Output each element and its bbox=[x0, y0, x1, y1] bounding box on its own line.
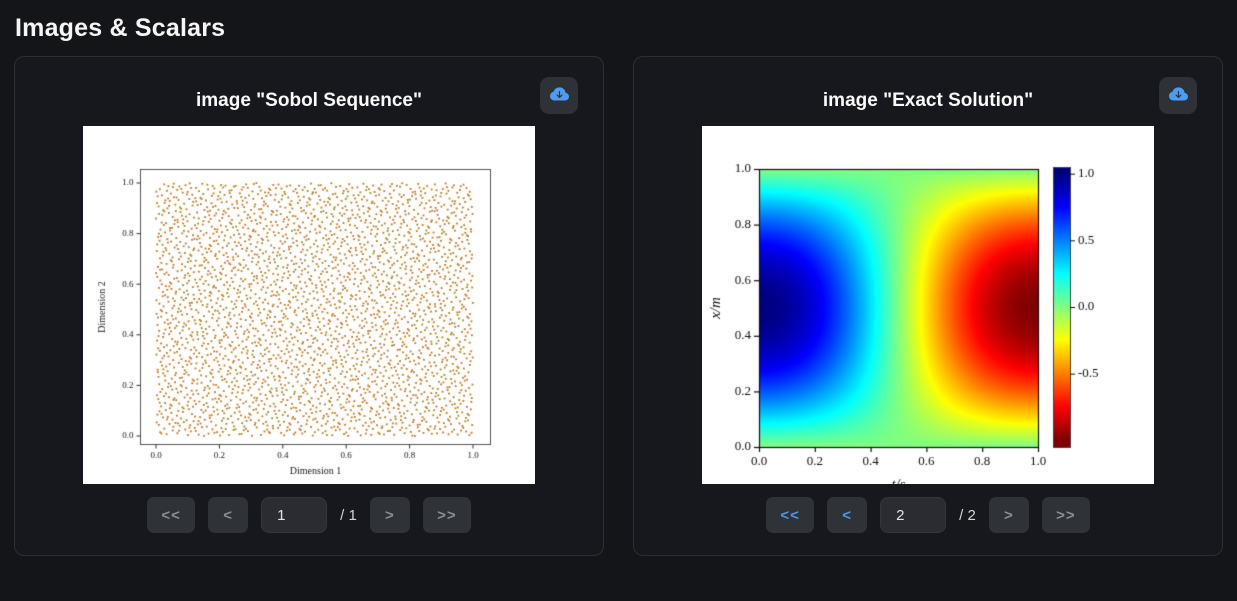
card-title: image "Sobol Sequence" bbox=[195, 90, 422, 111]
exact-solution-heatmap-canvas bbox=[702, 126, 1154, 484]
last-page-button[interactable]: >> bbox=[422, 497, 471, 533]
card-title: image "Exact Solution" bbox=[822, 90, 1034, 111]
download-button[interactable] bbox=[540, 77, 578, 114]
first-page-button[interactable]: << bbox=[766, 497, 815, 533]
plot-image-exact-solution bbox=[702, 126, 1154, 484]
page-total-label: / 1 bbox=[340, 506, 357, 524]
prev-page-button[interactable]: < bbox=[827, 497, 868, 533]
download-button[interactable] bbox=[1159, 77, 1197, 114]
next-page-button[interactable]: > bbox=[988, 497, 1029, 533]
page-number-input[interactable] bbox=[880, 497, 947, 533]
card-exact-solution: image "Exact Solution" << < / 2 > >> bbox=[633, 56, 1223, 556]
page-number-input[interactable] bbox=[261, 497, 328, 533]
next-page-button[interactable]: > bbox=[369, 497, 410, 533]
sobol-scatter-canvas bbox=[83, 126, 535, 484]
page-total-label: / 2 bbox=[959, 506, 976, 524]
first-page-button[interactable]: << bbox=[147, 497, 196, 533]
plot-image-sobol-sequence bbox=[83, 126, 535, 484]
cards-row: image "Sobol Sequence" << < / 1 > >> ima… bbox=[0, 56, 1237, 556]
pagination: << < / 1 > >> bbox=[15, 497, 603, 533]
prev-page-button[interactable]: < bbox=[208, 497, 249, 533]
cloud-download-icon bbox=[1168, 85, 1188, 107]
page-title: Images & Scalars bbox=[15, 14, 226, 42]
card-sobol-sequence: image "Sobol Sequence" << < / 1 > >> bbox=[14, 56, 604, 556]
last-page-button[interactable]: >> bbox=[1041, 497, 1090, 533]
cloud-download-icon bbox=[549, 85, 569, 107]
pagination: << < / 2 > >> bbox=[634, 497, 1222, 533]
